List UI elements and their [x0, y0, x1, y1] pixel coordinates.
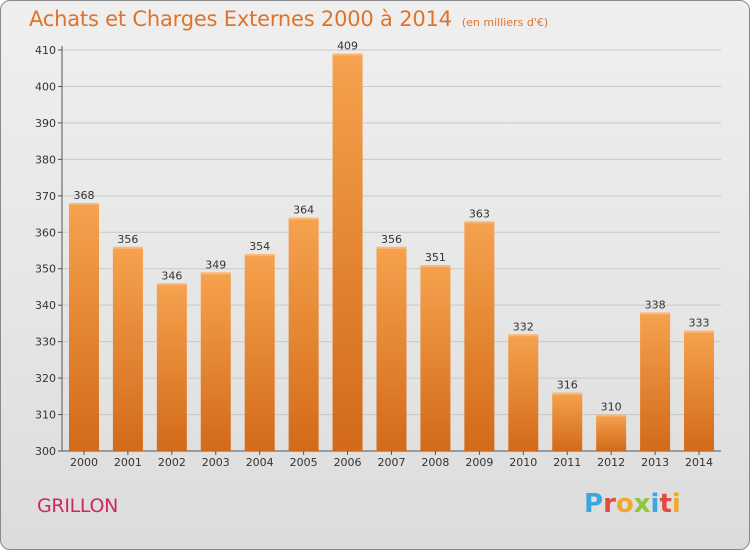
bar-2014	[684, 330, 715, 451]
x-tick-label: 2000	[70, 456, 98, 469]
logo-letter: t	[659, 489, 672, 519]
x-tick-label: 2005	[290, 456, 318, 469]
bar-highlight	[288, 217, 319, 220]
value-label: 346	[161, 269, 182, 282]
bar-2011	[552, 392, 583, 451]
y-tick-label: 300	[35, 445, 56, 458]
value-labels: 368 356 346 349 354 364 409 356 351 363 332 316 310 3…	[73, 40, 709, 414]
bar-2010	[508, 334, 539, 451]
x-tick-label: 2014	[685, 456, 713, 469]
x-tick-label: 2011	[553, 456, 581, 469]
x-tick-label: 2009	[465, 456, 493, 469]
bar-2009	[464, 221, 495, 451]
x-tick-label: 2004	[246, 456, 274, 469]
logo-letter: i	[650, 489, 660, 519]
value-label: 364	[293, 204, 314, 217]
y-tick-label: 410	[35, 44, 56, 57]
bar-2003	[200, 272, 231, 451]
proxiti-logo: Proxiti	[584, 489, 681, 519]
value-label: 349	[205, 258, 226, 271]
bar-highlight	[552, 392, 583, 395]
chart-title: Achats et Charges Externes 2000 à 2014	[29, 7, 452, 31]
bar-highlight	[640, 312, 671, 315]
bar-highlight	[200, 272, 231, 275]
y-tick-label: 380	[35, 153, 56, 166]
value-label: 351	[425, 251, 446, 264]
bar-highlight	[684, 330, 715, 333]
bar-highlight	[244, 254, 275, 257]
x-tick-label: 2012	[597, 456, 625, 469]
x-tick-label: 2001	[114, 456, 142, 469]
x-tick-label: 2002	[158, 456, 186, 469]
chart-unit: (en milliers d'€)	[461, 16, 549, 29]
bar-2001	[112, 246, 143, 451]
place-name: GRILLON	[37, 495, 119, 517]
y-tick-label: 350	[35, 263, 56, 276]
y-tick-label: 330	[35, 336, 56, 349]
bar-highlight	[508, 334, 539, 337]
bar-2013	[640, 312, 671, 451]
logo-letter: r	[603, 489, 616, 519]
y-tick-label: 390	[35, 117, 56, 130]
x-tick-label: 2003	[202, 456, 230, 469]
value-label: 368	[73, 189, 94, 202]
bar-highlight	[156, 283, 187, 286]
y-tick-label: 310	[35, 409, 56, 422]
bar-2004	[244, 254, 275, 451]
bar-2008	[420, 265, 451, 451]
bar-2002	[156, 283, 187, 451]
bar-2012	[596, 414, 627, 451]
bar-2006	[332, 53, 363, 452]
logo-letter: i	[671, 489, 681, 519]
bar-2007	[376, 246, 407, 451]
value-label: 356	[117, 233, 138, 246]
value-label: 354	[249, 240, 270, 253]
logo-letter: o	[615, 489, 634, 519]
value-label: 356	[381, 233, 402, 246]
x-tick-label: 2010	[509, 456, 537, 469]
x-tick-label: 2008	[421, 456, 449, 469]
bar-2005	[288, 217, 319, 451]
x-tick-label: 2007	[378, 456, 406, 469]
bar-highlight	[464, 221, 495, 224]
bar-highlight	[376, 246, 407, 249]
bar-highlight	[68, 203, 99, 206]
y-tick-label: 340	[35, 299, 56, 312]
bar-highlight	[112, 246, 143, 249]
bar-highlight	[332, 53, 363, 56]
x-tick-label: 2006	[334, 456, 362, 469]
logo-letter: x	[633, 489, 651, 519]
bar-2000	[68, 203, 99, 451]
value-label: 409	[337, 40, 358, 53]
y-tick-label: 360	[35, 226, 56, 239]
y-tick-label: 370	[35, 190, 56, 203]
y-tick-label: 400	[35, 80, 56, 93]
value-label: 363	[469, 207, 490, 220]
value-label: 338	[645, 298, 666, 311]
value-label: 316	[557, 379, 578, 392]
value-label: 333	[689, 317, 710, 330]
chart-title-block: Achats et Charges Externes 2000 à 2014 (e…	[29, 7, 548, 31]
bar-highlight	[596, 414, 627, 417]
x-tick-label: 2013	[641, 456, 669, 469]
value-label: 310	[601, 401, 622, 414]
bars	[68, 53, 715, 452]
y-tick-label: 320	[35, 372, 56, 385]
bar-highlight	[420, 265, 451, 268]
value-label: 332	[513, 320, 534, 333]
logo-letter: P	[584, 489, 604, 519]
